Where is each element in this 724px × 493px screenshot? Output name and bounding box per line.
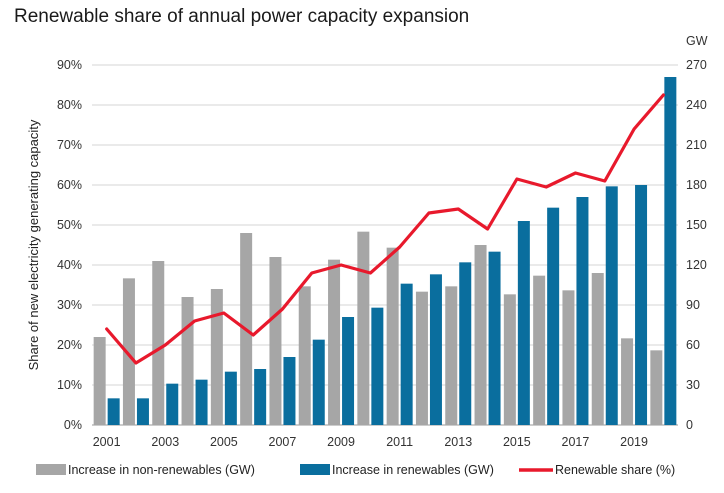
bar-renewables xyxy=(342,317,354,425)
bar-non-renewables xyxy=(533,276,545,425)
bar-non-renewables xyxy=(152,261,164,425)
bar-renewables xyxy=(313,340,325,425)
bar-renewables xyxy=(137,398,149,425)
bar-renewables xyxy=(430,274,442,425)
y2-tick-label: 0 xyxy=(686,418,693,432)
bar-non-renewables xyxy=(211,289,223,425)
legend-label-share: Renewable share (%) xyxy=(555,463,675,477)
bar-non-renewables xyxy=(592,273,604,425)
y-tick-label: 90% xyxy=(57,58,82,72)
bar-non-renewables xyxy=(328,260,340,425)
bar-non-renewables xyxy=(387,248,399,425)
bar-renewables xyxy=(401,284,413,425)
chart-title: Renewable share of annual power capacity… xyxy=(14,6,469,28)
bar-renewables xyxy=(489,252,501,425)
x-tick-label: 2011 xyxy=(386,435,413,449)
bar-non-renewables xyxy=(299,286,311,425)
bar-renewables xyxy=(606,186,618,425)
x-tick-label: 2019 xyxy=(620,435,648,449)
bar-non-renewables xyxy=(357,232,369,425)
bar-non-renewables xyxy=(445,286,457,425)
bar-non-renewables xyxy=(562,290,574,425)
bar-renewables xyxy=(283,357,295,425)
x-tick-label: 2001 xyxy=(93,435,121,449)
bar-non-renewables xyxy=(650,350,662,425)
bar-non-renewables xyxy=(621,338,633,425)
bar-non-renewables xyxy=(416,292,428,425)
bar-renewables xyxy=(371,308,383,425)
y2-tick-label: 150 xyxy=(686,218,707,232)
bar-non-renewables xyxy=(269,257,281,425)
bar-renewables xyxy=(166,384,178,425)
bar-renewables xyxy=(547,208,559,425)
y-tick-label: 70% xyxy=(57,138,82,152)
bar-renewables xyxy=(108,398,120,425)
bar-non-renewables xyxy=(182,297,194,425)
y-tick-label: 50% xyxy=(57,218,82,232)
x-tick-label: 2003 xyxy=(151,435,179,449)
bar-non-renewables xyxy=(504,294,516,425)
x-tick-label: 2013 xyxy=(444,435,472,449)
y-tick-label: 40% xyxy=(57,258,82,272)
y-tick-label: 10% xyxy=(57,378,82,392)
legend-swatch-non-renewables xyxy=(36,464,66,475)
bar-renewables xyxy=(254,369,266,425)
bar-renewables xyxy=(664,77,676,425)
legend-swatch-renewables xyxy=(300,464,330,475)
bar-non-renewables xyxy=(94,337,106,425)
bar-renewables xyxy=(196,380,208,425)
y2-axis-title: GW xyxy=(686,34,708,48)
y-axis-title: Share of new electricity generating capa… xyxy=(26,119,41,370)
bar-renewables xyxy=(576,197,588,425)
bar-renewables xyxy=(459,262,471,425)
bar-non-renewables xyxy=(475,245,487,425)
y2-tick-label: 210 xyxy=(686,138,707,152)
y-tick-label: 20% xyxy=(57,338,82,352)
y2-tick-label: 180 xyxy=(686,178,707,192)
y2-tick-label: 30 xyxy=(686,378,700,392)
legend-label-renewables: Increase in renewables (GW) xyxy=(332,463,494,477)
y2-tick-label: 120 xyxy=(686,258,707,272)
y-tick-label: 30% xyxy=(57,298,82,312)
y2-tick-label: 60 xyxy=(686,338,700,352)
y2-tick-label: 270 xyxy=(686,58,707,72)
x-tick-label: 2009 xyxy=(327,435,355,449)
y-tick-label: 60% xyxy=(57,178,82,192)
bar-renewables xyxy=(225,372,237,425)
bar-renewables xyxy=(635,185,647,425)
y-tick-label: 0% xyxy=(64,418,82,432)
y2-tick-label: 240 xyxy=(686,98,707,112)
x-tick-label: 2005 xyxy=(210,435,238,449)
x-tick-label: 2017 xyxy=(562,435,590,449)
y-tick-label: 80% xyxy=(57,98,82,112)
x-tick-label: 2015 xyxy=(503,435,531,449)
x-tick-label: 2007 xyxy=(269,435,297,449)
y2-tick-label: 90 xyxy=(686,298,700,312)
legend-label-non-renewables: Increase in non-renewables (GW) xyxy=(68,463,255,477)
bar-renewables xyxy=(518,221,530,425)
